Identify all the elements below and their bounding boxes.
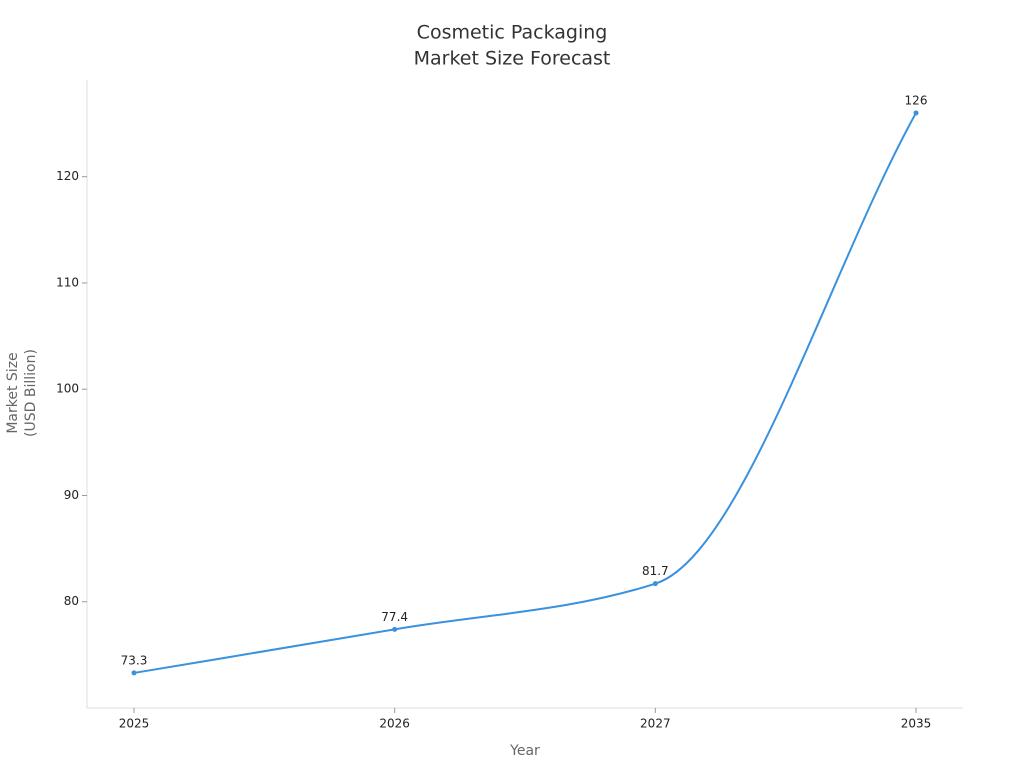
y-axis-title: Market Size: [5, 352, 21, 433]
x-tick-label: 2025: [119, 717, 150, 731]
y-axis-title: (USD Billion): [23, 349, 39, 437]
y-tick-label: 80: [64, 594, 79, 608]
y-tick-label: 100: [56, 382, 79, 396]
data-label: 73.3: [121, 653, 148, 667]
point: [913, 110, 919, 116]
x-tick-label: 2027: [640, 717, 671, 731]
point: [652, 581, 658, 587]
chart-title: Market Size Forecast: [414, 48, 611, 70]
chart-title: Cosmetic Packaging: [417, 22, 608, 44]
x-axis-title: Year: [509, 743, 540, 759]
x-tick-label: 2026: [379, 717, 410, 731]
y-tick-label: 120: [56, 169, 79, 183]
line: [133, 112, 917, 674]
point: [131, 670, 137, 676]
data-label: 77.4: [381, 610, 408, 624]
y-tick-label: 90: [64, 488, 79, 502]
data-label: 81.7: [642, 564, 669, 578]
x-tick-label: 2035: [901, 717, 932, 731]
y-tick-label: 110: [56, 275, 79, 289]
point: [392, 626, 398, 632]
data-label: 126: [905, 93, 928, 107]
